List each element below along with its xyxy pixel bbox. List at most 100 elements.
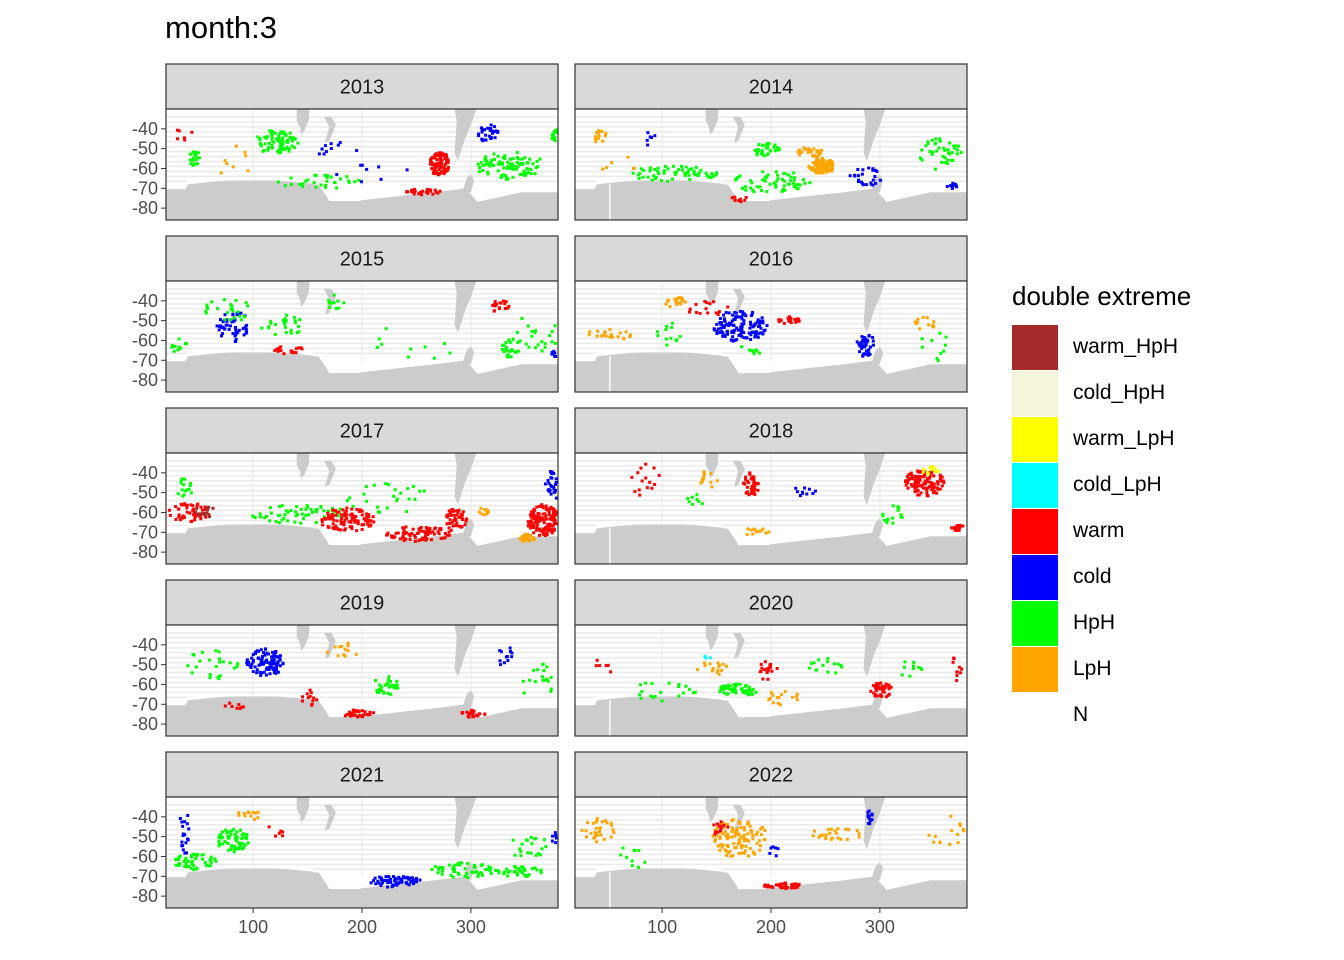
cell-LpH	[486, 510, 490, 514]
cell-cold	[771, 845, 775, 849]
cell-HpH	[282, 147, 286, 151]
cell-LpH	[609, 333, 613, 337]
cell-LpH	[716, 825, 720, 829]
cell-HpH	[192, 853, 196, 857]
cell-warm	[745, 491, 749, 495]
cell-warm	[645, 486, 649, 490]
cell-warm	[367, 524, 371, 528]
cell-LpH	[600, 129, 604, 133]
cell-LpH	[703, 663, 707, 667]
cell-warm	[536, 523, 540, 527]
cell-HpH	[734, 178, 738, 182]
cell-warm	[453, 513, 457, 517]
cell-warm	[192, 513, 196, 517]
cell-cold	[488, 129, 492, 133]
cell-cold	[731, 335, 735, 339]
cell-HpH	[238, 828, 242, 832]
cell-HpH	[277, 521, 281, 525]
cell-warm	[705, 301, 709, 305]
cell-warm	[300, 699, 304, 703]
cell-warm	[353, 515, 357, 519]
cell-HpH	[171, 343, 175, 347]
cell-warm	[343, 527, 347, 531]
cell-HpH	[761, 178, 765, 182]
cell-warm	[504, 300, 508, 304]
cell-LpH	[731, 828, 735, 832]
cell-HpH	[269, 131, 273, 135]
cell-LpH	[748, 847, 752, 851]
cell-warm	[594, 664, 598, 668]
cell-HpH	[911, 664, 915, 668]
cell-cold	[389, 877, 393, 881]
cell-cold	[725, 329, 729, 333]
cell-cold	[245, 323, 249, 327]
cell-HpH	[637, 176, 641, 180]
cell-HpH	[518, 162, 522, 166]
cell-warm	[777, 320, 781, 324]
cell-cold	[496, 129, 500, 133]
legend-swatch	[1012, 508, 1058, 554]
cell-LpH	[237, 811, 241, 815]
cell-cold	[268, 672, 272, 676]
cell-HpH	[540, 340, 544, 344]
cell-HpH	[194, 150, 198, 154]
facet-panel-2016: 2016	[574, 235, 968, 393]
cell-cold	[646, 143, 650, 147]
cell-warm	[551, 524, 555, 528]
cell-HpH	[746, 688, 750, 692]
cell-LpH	[730, 830, 734, 834]
cell-warm	[331, 526, 335, 530]
cell-HpH	[232, 316, 236, 320]
cell-warm	[926, 477, 930, 481]
cell-cold	[721, 334, 725, 338]
cell-HpH	[930, 152, 934, 156]
cell-HpH	[213, 857, 217, 861]
cell-HpH	[942, 146, 946, 150]
cell-warm	[775, 666, 779, 670]
cell-HpH	[284, 147, 288, 151]
cell-warm	[471, 712, 475, 716]
cell-cold	[855, 340, 859, 344]
cell-cold	[506, 658, 510, 662]
cell-HpH	[273, 332, 277, 336]
cell-cold	[235, 313, 239, 317]
cell-HpH	[492, 152, 496, 156]
cell-HpH	[263, 516, 267, 520]
cell-LpH	[724, 849, 728, 853]
cell-warm	[341, 508, 345, 512]
cell-HpH	[229, 847, 233, 851]
cell-HpH	[487, 866, 491, 870]
cell-LpH	[624, 330, 628, 334]
land-new-zealand	[732, 804, 745, 831]
cell-warm	[763, 668, 767, 672]
cell-cold	[395, 883, 399, 887]
cell-warm	[529, 521, 533, 525]
cell-HpH	[508, 869, 512, 873]
cell-LpH	[593, 135, 597, 139]
cell-LpH	[751, 833, 755, 837]
cell-warm	[554, 522, 558, 526]
cell-warm_HpH	[201, 512, 205, 516]
cell-LpH	[961, 827, 965, 831]
cell-HpH	[549, 687, 553, 691]
cell-warm	[348, 525, 352, 529]
cell-HpH	[275, 137, 279, 141]
cell-HpH	[242, 846, 246, 850]
legend-label: warm_LpH	[1073, 427, 1175, 450]
cell-HpH	[227, 848, 231, 852]
cell-HpH	[664, 328, 668, 332]
cell-warm	[503, 306, 507, 310]
cell-warm	[426, 526, 430, 530]
cell-warm	[366, 522, 370, 526]
cell-warm	[708, 302, 712, 306]
cell-warm	[430, 161, 434, 165]
cell-HpH	[284, 509, 288, 513]
cell-LpH	[735, 829, 739, 833]
cell-warm	[925, 491, 929, 495]
land-antarctica	[575, 351, 967, 392]
cell-warm	[766, 677, 770, 681]
cell-LpH	[777, 696, 781, 700]
cell-HpH	[282, 132, 286, 136]
cell-warm	[447, 530, 451, 534]
cell-HpH	[539, 871, 543, 875]
